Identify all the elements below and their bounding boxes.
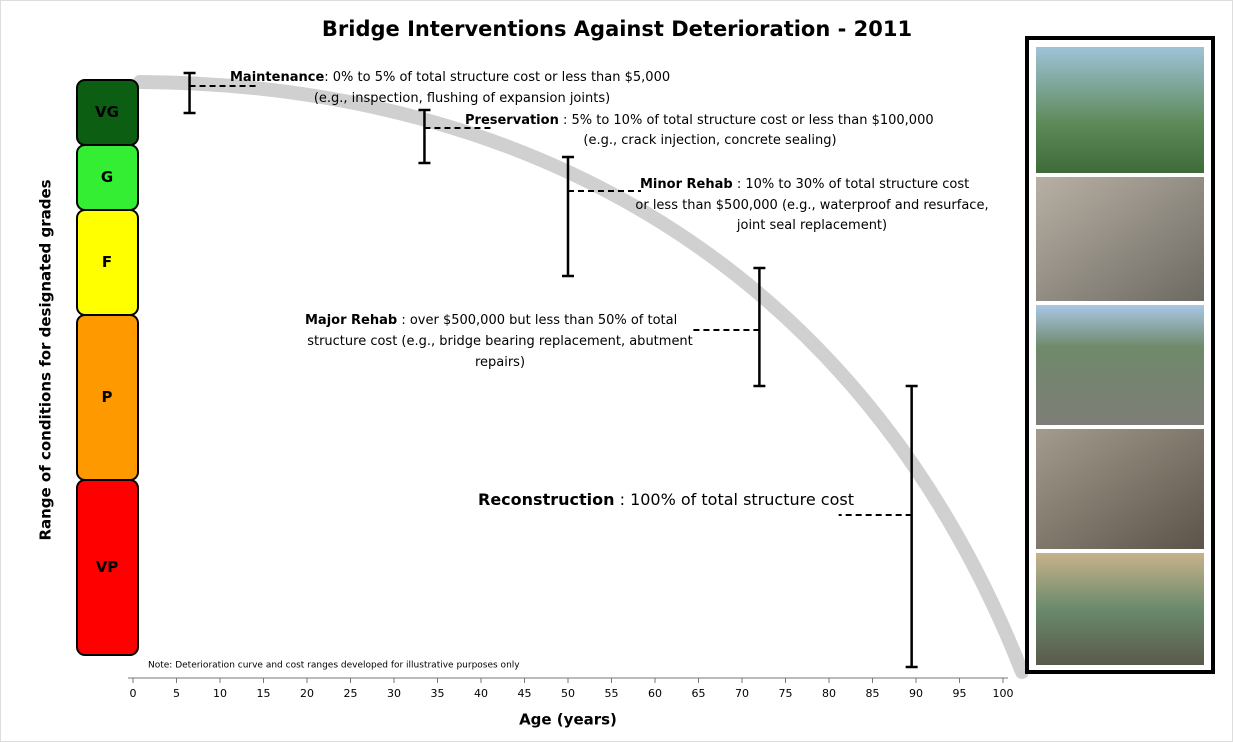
x-tick-label: 40 — [474, 687, 488, 700]
x-tick-label: 45 — [518, 687, 532, 700]
x-tick-label: 50 — [561, 687, 575, 700]
grade-label: P — [102, 388, 113, 406]
intervention-text: structure cost (e.g., bridge bearing rep… — [307, 334, 693, 349]
intervention-text: Major Rehab : over $500,000 but less tha… — [305, 313, 677, 328]
photo — [1036, 177, 1204, 301]
intervention-text: Preservation : 5% to 10% of total struct… — [465, 113, 934, 128]
photo — [1036, 429, 1204, 549]
intervention-text: or less than $500,000 (e.g., waterproof … — [635, 198, 988, 213]
x-tick-label: 100 — [993, 687, 1014, 700]
x-tick-label: 25 — [344, 687, 358, 700]
x-tick-label: 15 — [257, 687, 271, 700]
intervention-description: or less than $500,000 (e.g., waterproof … — [635, 198, 988, 213]
intervention-description: : 0% to 5% of total structure cost or le… — [324, 70, 670, 85]
photo — [1036, 47, 1204, 173]
y-axis-label: Range of conditions for designated grade… — [37, 179, 55, 540]
x-tick-label: 90 — [909, 687, 923, 700]
intervention-name: Preservation — [465, 113, 559, 128]
intervention-name: Minor Rehab — [640, 177, 733, 192]
x-tick-label: 10 — [213, 687, 227, 700]
intervention-description: : 100% of total structure cost — [615, 490, 854, 509]
x-tick-label: 30 — [387, 687, 401, 700]
x-tick-label: 5 — [173, 687, 180, 700]
note: Note: Deterioration curve and cost range… — [148, 661, 520, 671]
intervention-description: (e.g., inspection, flushing of expansion… — [314, 91, 610, 106]
intervention-text: Maintenance: 0% to 5% of total structure… — [230, 70, 670, 85]
intervention-text: (e.g., crack injection, concrete sealing… — [583, 133, 836, 148]
x-tick-label: 20 — [300, 687, 314, 700]
intervention-text: joint seal replacement) — [736, 218, 887, 233]
photo — [1036, 305, 1204, 425]
intervention-text: (e.g., inspection, flushing of expansion… — [314, 91, 610, 106]
intervention-name: Reconstruction — [478, 490, 615, 509]
x-tick-label: 35 — [431, 687, 445, 700]
x-tick-label: 70 — [735, 687, 749, 700]
diagram: Bridge Interventions Against Deteriorati… — [0, 0, 1233, 742]
x-tick-label: 75 — [779, 687, 793, 700]
intervention-description: : 10% to 30% of total structure cost — [733, 177, 970, 192]
grade-label: F — [102, 253, 112, 271]
grade-label: VP — [96, 558, 119, 576]
x-tick-label: 95 — [953, 687, 967, 700]
grade-label: VG — [95, 103, 119, 121]
intervention-text: Reconstruction : 100% of total structure… — [478, 490, 854, 509]
x-axis-label: Age (years) — [519, 711, 617, 729]
intervention-text: Minor Rehab : 10% to 30% of total struct… — [640, 177, 969, 192]
x-tick-label: 65 — [692, 687, 706, 700]
grade-label: G — [101, 168, 113, 186]
intervention-name: Maintenance — [230, 70, 324, 85]
title: Bridge Interventions Against Deteriorati… — [322, 17, 912, 41]
photo-panel — [1027, 38, 1213, 672]
x-tick-label: 60 — [648, 687, 662, 700]
intervention-description: : 5% to 10% of total structure cost or l… — [559, 113, 934, 128]
intervention-description: repairs) — [475, 355, 525, 370]
intervention-description: (e.g., crack injection, concrete sealing… — [583, 133, 836, 148]
intervention-description: : over $500,000 but less than 50% of tot… — [397, 313, 677, 328]
photo — [1036, 553, 1204, 665]
x-tick-label: 80 — [822, 687, 836, 700]
x-tick-label: 0 — [130, 687, 137, 700]
intervention-text: repairs) — [475, 355, 525, 370]
x-tick-label: 85 — [866, 687, 880, 700]
intervention-description: structure cost (e.g., bridge bearing rep… — [307, 334, 693, 349]
x-tick-label: 55 — [605, 687, 619, 700]
intervention-description: joint seal replacement) — [736, 218, 887, 233]
intervention-name: Major Rehab — [305, 313, 397, 328]
